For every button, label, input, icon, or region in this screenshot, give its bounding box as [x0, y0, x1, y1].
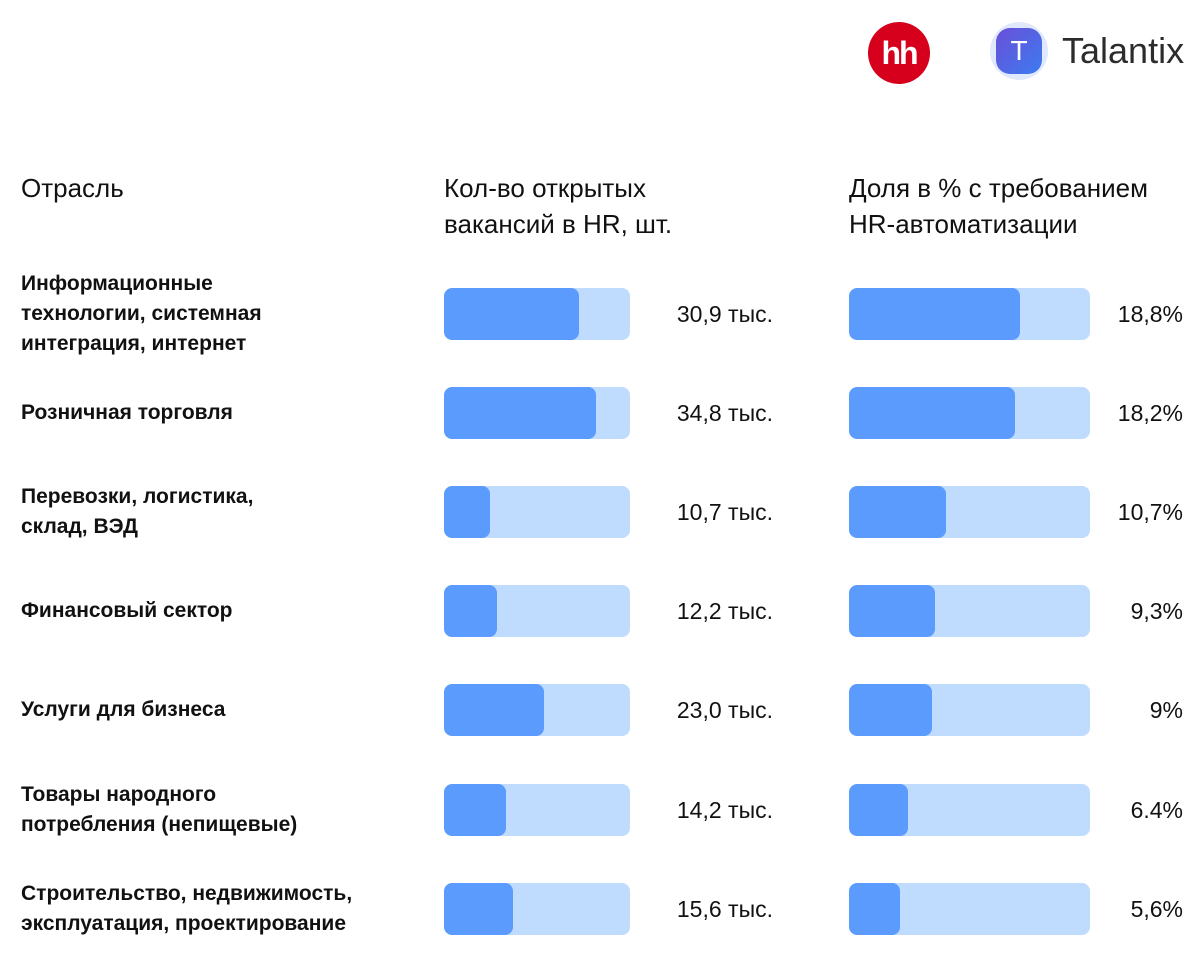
share-bar-track — [849, 784, 1090, 836]
industry-label-line: Перевозки, логистика, — [21, 485, 254, 508]
vacancies-bar-fill — [444, 387, 596, 439]
industry-label-line: Финансовый сектор — [21, 599, 233, 622]
share-bar-track — [849, 585, 1090, 637]
vacancies-value: 14,2 тыс. — [676, 797, 773, 823]
vacancies-value: 30,9 тыс. — [676, 301, 773, 327]
industry-label: Товары народного потребления (непищевые) — [21, 780, 297, 840]
share-bar-track — [849, 288, 1090, 340]
share-bar-track — [849, 883, 1090, 935]
table-row: Строительство, недвижимость, эксплуатация… — [0, 869, 1200, 949]
vacancies-bar-fill — [444, 784, 506, 836]
industry-label: Перевозки, логистика, склад, ВЭД — [21, 482, 253, 542]
vacancies-value: 10,7 тыс. — [676, 499, 773, 525]
table-row: Перевозки, логистика, склад, ВЭД 10,7 тыс.… — [0, 472, 1200, 552]
header-vacancies-line1: Кол-во открытых — [444, 173, 646, 203]
vacancies-value: 12,2 тыс. — [676, 598, 773, 624]
industry-label: Услуги для бизнеса — [21, 695, 225, 725]
share-bar-track — [849, 486, 1090, 538]
industry-label-line: Услуги для бизнеса — [21, 698, 226, 721]
share-value: 9% — [1149, 697, 1183, 723]
share-bar-fill — [849, 486, 946, 538]
industry-label-line: Товары народного — [21, 783, 217, 806]
table-row: Информационные технологии, системная интег… — [0, 272, 1200, 355]
header-share-line2: HR-автоматизации — [849, 209, 1078, 239]
table-row: Розничная торговля 34,8 тыс. 18,2% — [0, 373, 1200, 453]
share-bar-track — [849, 684, 1090, 736]
talantix-logo-mark: T — [996, 28, 1042, 74]
header-share: Доля в % с требованием HR-автоматизации — [849, 170, 1148, 242]
share-value: 9,3% — [1130, 598, 1183, 624]
share-value: 10,7% — [1117, 499, 1183, 525]
vacancies-value: 15,6 тыс. — [676, 896, 773, 922]
vacancies-bar-track — [444, 684, 630, 736]
industry-label-line: Розничная торговля — [21, 401, 233, 424]
industry-label-line: потребления (непищевые) — [21, 813, 298, 836]
share-value: 18,2% — [1117, 400, 1183, 426]
share-bar-fill — [849, 684, 932, 736]
industry-label-line: эксплуатация, проектирование — [21, 912, 347, 935]
share-bar-track — [849, 387, 1090, 439]
industry-label: Финансовый сектор — [21, 596, 233, 626]
vacancies-bar-track — [444, 585, 630, 637]
industry-label: Строительство, недвижимость, эксплуатация… — [21, 879, 352, 939]
vacancies-bar-track — [444, 784, 630, 836]
vacancies-bar-fill — [444, 585, 497, 637]
vacancies-bar-fill — [444, 486, 490, 538]
vacancies-bar-track — [444, 387, 630, 439]
vacancies-bar-track — [444, 883, 630, 935]
hh-logo-text: hh — [881, 34, 918, 71]
share-value: 6.4% — [1130, 797, 1183, 823]
industry-label: Информационные технологии, системная интег… — [21, 269, 262, 359]
industry-label-line: Строительство, недвижимость, — [21, 882, 353, 905]
industry-label-line: технологии, системная — [21, 302, 262, 325]
industry-label-line: склад, ВЭД — [21, 515, 139, 538]
header-industry: Отрасль — [21, 170, 124, 206]
share-bar-fill — [849, 387, 1015, 439]
header-industry-text: Отрасль — [21, 173, 124, 203]
share-bar-fill — [849, 288, 1020, 340]
vacancies-bar-fill — [444, 883, 513, 935]
table-row: Финансовый сектор 12,2 тыс. 9,3% — [0, 571, 1200, 651]
vacancies-bar-fill — [444, 684, 544, 736]
vacancies-bar-track — [444, 486, 630, 538]
industry-label-line: Информационные — [21, 272, 213, 295]
share-bar-fill — [849, 784, 908, 836]
industry-label-line: интеграция, интернет — [21, 332, 247, 355]
talantix-logo-icon: T — [990, 22, 1048, 80]
header-share-line1: Доля в % с требованием — [849, 173, 1148, 203]
table-row: Товары народного потребления (непищевые) 1… — [0, 770, 1200, 850]
share-value: 5,6% — [1130, 896, 1183, 922]
share-bar-fill — [849, 585, 935, 637]
share-value: 18,8% — [1117, 301, 1183, 327]
talantix-logo-text: Talantix — [1062, 30, 1185, 71]
share-bar-fill — [849, 883, 900, 935]
hh-logo: hh — [868, 22, 930, 84]
table-row: Услуги для бизнеса 23,0 тыс. 9% — [0, 670, 1200, 750]
header-vacancies-line2: вакансий в HR, шт. — [444, 209, 673, 239]
header-vacancies: Кол-во открытых вакансий в HR, шт. — [444, 170, 672, 242]
vacancies-bar-track — [444, 288, 630, 340]
vacancies-value: 34,8 тыс. — [676, 400, 773, 426]
vacancies-value: 23,0 тыс. — [676, 697, 773, 723]
industry-label: Розничная торговля — [21, 398, 233, 428]
vacancies-bar-fill — [444, 288, 579, 340]
